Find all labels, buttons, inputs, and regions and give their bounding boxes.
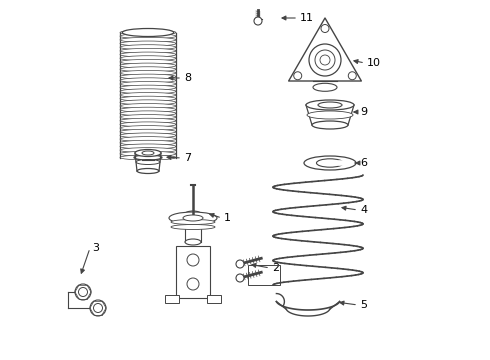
- Text: 2: 2: [272, 263, 279, 273]
- Ellipse shape: [185, 211, 201, 217]
- Text: 4: 4: [360, 205, 367, 215]
- Ellipse shape: [135, 149, 161, 157]
- Ellipse shape: [120, 114, 176, 120]
- Ellipse shape: [120, 37, 176, 42]
- Ellipse shape: [171, 220, 215, 225]
- Ellipse shape: [134, 155, 162, 160]
- Circle shape: [75, 284, 91, 300]
- Ellipse shape: [120, 96, 176, 101]
- Ellipse shape: [122, 28, 174, 36]
- Ellipse shape: [120, 59, 176, 64]
- Ellipse shape: [120, 74, 176, 79]
- Ellipse shape: [183, 215, 203, 221]
- Ellipse shape: [120, 129, 176, 134]
- Ellipse shape: [136, 159, 160, 165]
- Ellipse shape: [306, 100, 354, 110]
- Ellipse shape: [120, 151, 176, 156]
- Circle shape: [236, 274, 244, 282]
- Text: 11: 11: [300, 13, 314, 23]
- Ellipse shape: [120, 63, 176, 68]
- Ellipse shape: [171, 225, 215, 230]
- Text: 3: 3: [92, 243, 99, 253]
- Ellipse shape: [120, 93, 176, 98]
- Ellipse shape: [304, 156, 356, 170]
- Ellipse shape: [120, 126, 176, 131]
- Ellipse shape: [120, 67, 176, 72]
- Ellipse shape: [120, 34, 176, 39]
- Ellipse shape: [120, 100, 176, 105]
- Circle shape: [90, 300, 106, 316]
- Ellipse shape: [120, 71, 176, 76]
- Ellipse shape: [169, 212, 217, 224]
- Circle shape: [315, 50, 335, 70]
- Circle shape: [236, 260, 244, 268]
- Bar: [176, 246, 210, 298]
- Ellipse shape: [120, 136, 176, 141]
- Bar: [207, 295, 221, 303]
- Circle shape: [94, 303, 102, 312]
- Bar: [248, 265, 280, 285]
- Ellipse shape: [120, 144, 176, 149]
- Ellipse shape: [312, 121, 348, 129]
- Text: 7: 7: [184, 153, 191, 163]
- Text: 6: 6: [360, 158, 367, 168]
- Ellipse shape: [317, 159, 343, 167]
- Circle shape: [254, 17, 262, 25]
- Ellipse shape: [120, 155, 176, 160]
- Ellipse shape: [120, 85, 176, 90]
- Ellipse shape: [120, 104, 176, 108]
- Text: 9: 9: [360, 107, 367, 117]
- Ellipse shape: [307, 111, 353, 119]
- Text: 8: 8: [184, 73, 191, 83]
- Ellipse shape: [120, 118, 176, 123]
- Ellipse shape: [120, 148, 176, 153]
- Ellipse shape: [142, 151, 154, 155]
- Ellipse shape: [313, 83, 337, 91]
- Ellipse shape: [120, 107, 176, 112]
- Bar: [165, 295, 179, 303]
- Circle shape: [187, 278, 199, 290]
- Ellipse shape: [120, 111, 176, 116]
- Ellipse shape: [120, 140, 176, 145]
- Ellipse shape: [185, 239, 201, 245]
- Text: 5: 5: [360, 300, 367, 310]
- Ellipse shape: [120, 89, 176, 94]
- Circle shape: [309, 44, 341, 76]
- Ellipse shape: [120, 133, 176, 138]
- Circle shape: [320, 55, 330, 65]
- Circle shape: [294, 72, 302, 80]
- Ellipse shape: [120, 52, 176, 57]
- Ellipse shape: [318, 102, 342, 108]
- Ellipse shape: [120, 30, 176, 35]
- Ellipse shape: [120, 41, 176, 46]
- Ellipse shape: [120, 78, 176, 83]
- Ellipse shape: [137, 168, 159, 174]
- Circle shape: [321, 24, 329, 32]
- Circle shape: [187, 254, 199, 266]
- Ellipse shape: [120, 48, 176, 53]
- Circle shape: [348, 72, 356, 80]
- Ellipse shape: [120, 45, 176, 50]
- Ellipse shape: [120, 122, 176, 127]
- Ellipse shape: [120, 81, 176, 86]
- Ellipse shape: [120, 56, 176, 61]
- Text: 10: 10: [367, 58, 381, 68]
- Text: 1: 1: [224, 213, 231, 223]
- Polygon shape: [289, 18, 361, 81]
- Circle shape: [78, 288, 88, 297]
